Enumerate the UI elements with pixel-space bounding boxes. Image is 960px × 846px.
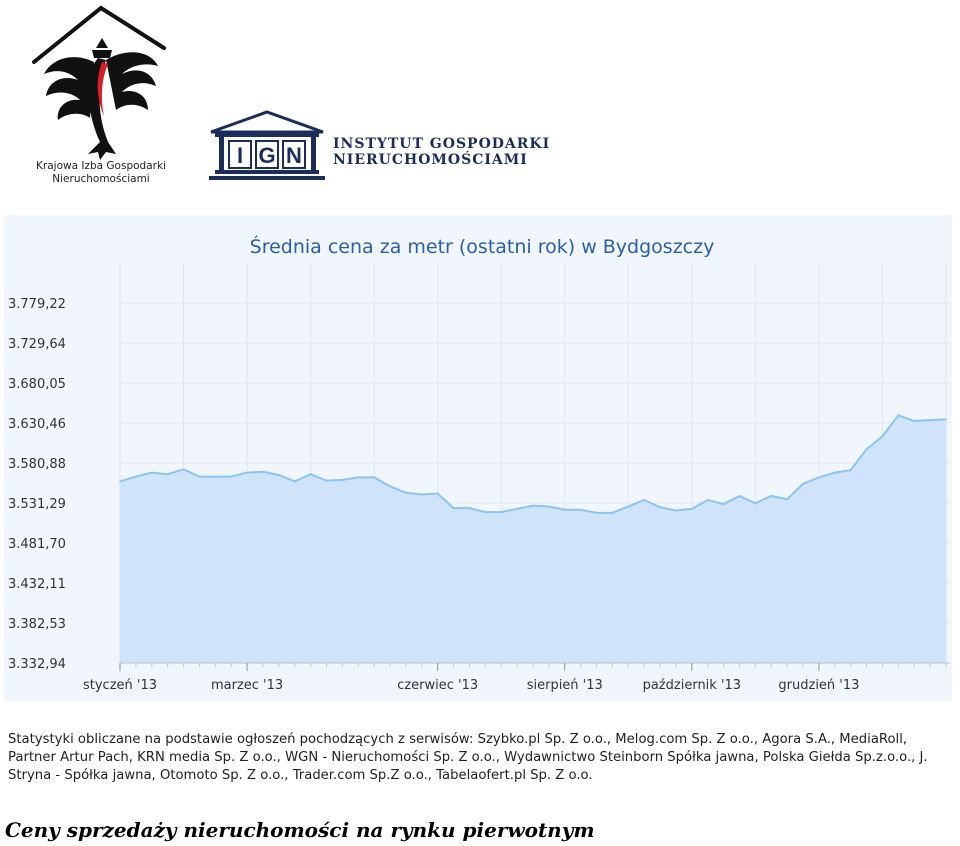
y-tick-label: 3.531,29 (8, 497, 66, 512)
data-point (802, 482, 805, 485)
data-point (150, 471, 153, 474)
data-point (277, 474, 280, 476)
data-point (722, 503, 725, 506)
data-point (198, 475, 201, 478)
ign-name-line2: NIERUCHOMOŚCIAMI (333, 152, 528, 168)
x-tick-label: sierpień '13 (527, 678, 603, 693)
data-point (547, 505, 550, 508)
ign-letter-g: G (258, 143, 275, 168)
data-point (817, 476, 820, 479)
data-point (166, 473, 169, 476)
data-point (897, 414, 900, 417)
data-point (659, 506, 662, 509)
data-point (468, 507, 471, 510)
data-point (214, 475, 217, 478)
data-point (643, 499, 646, 502)
ign-name-line1: INSTYTUT GOSPODARKI (333, 136, 551, 152)
ign-letter-n: N (286, 143, 302, 168)
kig-caption-line1: Krajowa Izba Gospodarki (36, 160, 166, 172)
y-tick-label: 3.382,53 (8, 617, 66, 632)
data-point (500, 511, 503, 514)
x-tick-label: styczeń '13 (83, 678, 157, 693)
data-point (929, 419, 932, 422)
data-point (119, 480, 121, 483)
data-sources-note: Statystyki obliczane na podstawie ogłosz… (8, 732, 928, 783)
data-point (182, 468, 185, 471)
figure-caption: Ceny sprzedaży nieruchomości na rynku pi… (5, 818, 595, 842)
x-tick-label: grudzień '13 (778, 678, 859, 693)
y-tick-label: 3.729,64 (8, 337, 66, 352)
data-point (849, 469, 852, 472)
data-point (261, 470, 264, 473)
data-point (420, 493, 423, 496)
kig-eagle-logo (32, 5, 166, 160)
y-tick-label: 3.630,46 (8, 417, 66, 432)
y-tick-label: 3.680,05 (8, 377, 66, 392)
data-point (627, 505, 630, 508)
data-point (706, 499, 709, 502)
y-tick-label: 3.580,88 (8, 457, 66, 472)
data-point (452, 507, 455, 510)
y-tick-label: 3.432,11 (8, 577, 66, 592)
data-point (484, 511, 487, 514)
data-point (230, 475, 233, 478)
ign-letter-i: I (237, 143, 243, 168)
kig-logo-caption: Krajowa Izba Gospodarki Nieruchomościami (26, 160, 176, 186)
data-point (945, 418, 947, 421)
chart-title: Średnia cena za metr (ostatni rok) w Byd… (250, 234, 715, 258)
chart-area-series (119, 414, 947, 663)
price-area-chart: Średnia cena za metr (ostatni rok) w Byd… (8, 234, 950, 693)
chart-axes: 3.779,22 3.729,64 3.680,05 3.630,46 3.580,88… (8, 297, 950, 693)
kig-caption-line2: Nieruchomościami (52, 173, 150, 185)
data-point (833, 471, 836, 474)
y-tick-label: 3.779,22 (8, 297, 66, 312)
y-tick-label: 3.481,70 (8, 537, 66, 552)
data-point (516, 507, 519, 510)
data-point (770, 494, 773, 497)
data-point (134, 475, 137, 478)
data-point (579, 508, 582, 511)
data-point (674, 509, 677, 512)
data-point (532, 504, 534, 507)
data-point (881, 435, 884, 438)
data-point (357, 476, 360, 479)
data-point (865, 448, 868, 451)
data-point (563, 508, 566, 511)
x-tick-label: czerwiec '13 (397, 678, 478, 693)
price-chart-panel: Średnia cena za metr (ostatni rok) w Byd… (4, 215, 952, 701)
data-point (404, 491, 407, 494)
data-point (246, 471, 249, 474)
data-point (611, 511, 614, 514)
data-point (341, 478, 344, 481)
data-point (595, 511, 598, 514)
ign-temple-logo: I G N (209, 110, 325, 180)
x-tick-label: marzec '13 (211, 678, 283, 693)
data-point (325, 479, 328, 482)
data-point (738, 494, 741, 497)
data-point (913, 419, 916, 422)
y-tick-label: 3.332,94 (8, 657, 66, 672)
series-area-fill (120, 415, 946, 663)
data-point (436, 492, 439, 495)
data-point (389, 485, 392, 488)
data-point (754, 502, 757, 505)
data-point (309, 473, 312, 476)
x-tick-label: październik '13 (643, 678, 741, 693)
data-point (786, 498, 789, 501)
data-point (293, 480, 296, 483)
data-point (690, 507, 693, 510)
data-point (373, 476, 376, 479)
ign-institute-name: INSTYTUT GOSPODARKI NIERUCHOMOŚCIAMI (333, 136, 550, 168)
